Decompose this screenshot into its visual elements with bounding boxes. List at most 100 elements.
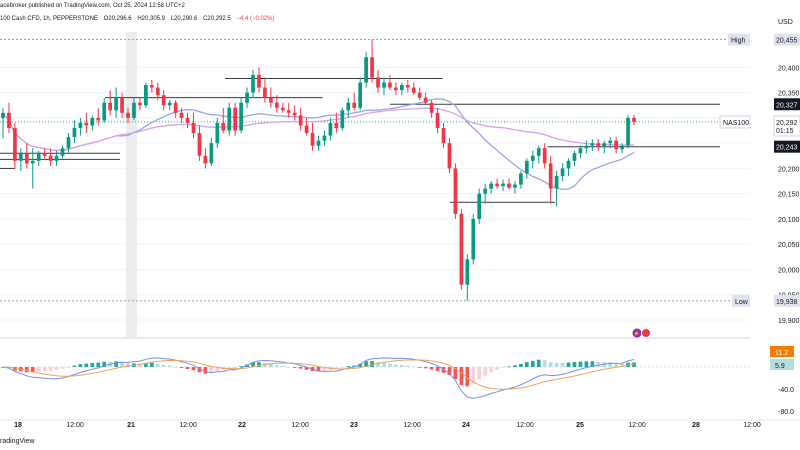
candle[interactable] [376, 77, 380, 88]
candle[interactable] [54, 155, 59, 161]
candle[interactable] [48, 155, 53, 161]
candle[interactable] [7, 112, 11, 128]
candle[interactable] [66, 137, 71, 149]
candle[interactable] [447, 143, 452, 169]
candle[interactable] [483, 188, 488, 194]
candle[interactable] [292, 112, 297, 116]
candle[interactable] [108, 102, 112, 111]
candle[interactable] [394, 87, 398, 91]
candle[interactable] [167, 102, 172, 106]
candle[interactable] [36, 153, 41, 161]
event-icons[interactable]: ⚡ [632, 328, 651, 338]
candle[interactable] [507, 183, 511, 188]
candle[interactable] [453, 168, 458, 214]
candle[interactable] [13, 128, 17, 161]
candle[interactable] [423, 97, 428, 103]
candle[interactable] [405, 85, 410, 88]
candle[interactable] [572, 153, 577, 161]
candle[interactable] [304, 125, 309, 134]
candle[interactable] [138, 102, 142, 106]
candle[interactable] [72, 128, 77, 138]
candle[interactable] [411, 87, 416, 93]
candle[interactable] [548, 163, 553, 189]
candle[interactable] [221, 122, 226, 131]
candle[interactable] [340, 110, 345, 128]
candle[interactable] [280, 107, 285, 111]
candle[interactable] [90, 117, 95, 126]
candle[interactable] [310, 133, 315, 146]
candle[interactable] [614, 140, 618, 150]
candle[interactable] [191, 122, 196, 134]
candle[interactable] [489, 183, 493, 189]
candle[interactable] [233, 107, 238, 131]
candle[interactable] [495, 183, 499, 187]
candle[interactable] [298, 115, 303, 126]
candle[interactable] [602, 143, 607, 148]
candle[interactable] [632, 117, 636, 122]
candle[interactable] [513, 184, 517, 188]
candle[interactable] [620, 145, 624, 150]
candle[interactable] [155, 87, 160, 96]
candle[interactable] [382, 82, 386, 88]
candle[interactable] [126, 112, 130, 118]
candle[interactable] [417, 92, 422, 98]
us-flag-icon[interactable] [641, 328, 651, 338]
candle[interactable] [525, 160, 529, 174]
candle[interactable] [102, 102, 107, 121]
candle[interactable] [435, 112, 440, 128]
candle[interactable] [316, 140, 321, 146]
candle[interactable] [161, 95, 166, 106]
candle[interactable] [274, 102, 279, 108]
candle[interactable] [19, 153, 23, 161]
candle[interactable] [459, 213, 464, 285]
candle[interactable] [334, 122, 339, 128]
candle[interactable] [149, 85, 154, 88]
candle[interactable] [24, 153, 29, 164]
candle[interactable] [114, 97, 118, 111]
candle[interactable] [263, 87, 267, 98]
candle[interactable] [239, 102, 243, 131]
candle[interactable] [197, 133, 202, 156]
candle[interactable] [60, 148, 65, 156]
candle[interactable] [429, 102, 434, 113]
candle[interactable] [536, 148, 541, 156]
candle[interactable] [96, 117, 101, 121]
candle[interactable] [578, 148, 583, 154]
candle[interactable] [84, 122, 89, 126]
tradingview-logo[interactable]: radingView [0, 438, 35, 445]
candle[interactable] [269, 97, 273, 103]
candle[interactable] [203, 155, 208, 164]
candle[interactable] [566, 160, 571, 169]
candle[interactable] [185, 117, 190, 123]
candle[interactable] [530, 155, 535, 161]
candle[interactable] [215, 122, 220, 144]
candle[interactable] [322, 135, 327, 141]
candle[interactable] [590, 143, 595, 146]
candle[interactable] [501, 183, 505, 187]
candle[interactable] [596, 143, 601, 148]
candle[interactable] [251, 74, 255, 93]
candle[interactable] [584, 145, 589, 149]
candle[interactable] [78, 122, 83, 128]
candle[interactable] [1, 112, 5, 118]
candle[interactable] [227, 107, 232, 131]
candle[interactable] [441, 128, 446, 144]
candle[interactable] [132, 102, 136, 118]
candle[interactable] [209, 143, 214, 164]
candle[interactable] [471, 218, 476, 260]
candle[interactable] [519, 173, 523, 185]
candle[interactable] [173, 102, 178, 113]
candle[interactable] [370, 57, 374, 78]
candle[interactable] [346, 102, 351, 111]
candle[interactable] [144, 85, 148, 106]
candle[interactable] [388, 82, 392, 88]
candle[interactable] [626, 117, 630, 146]
candle[interactable] [477, 193, 482, 219]
candle[interactable] [364, 57, 368, 83]
event-flag-icon[interactable] [632, 328, 642, 338]
candle[interactable] [560, 168, 565, 176]
candle[interactable] [328, 122, 333, 136]
candle[interactable] [257, 74, 261, 88]
candle[interactable] [358, 82, 363, 108]
